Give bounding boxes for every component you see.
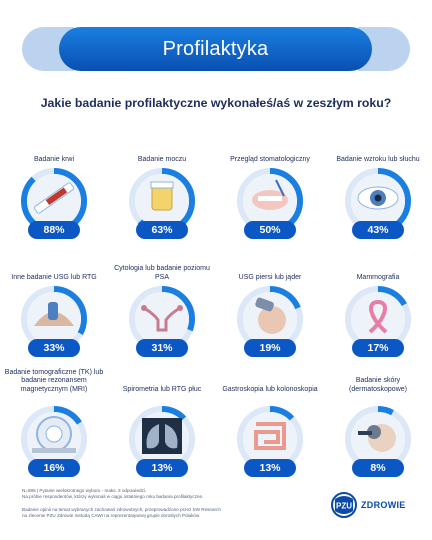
result-label: Inne badanie USG lub RTG	[0, 240, 108, 282]
result-label: Mammografia	[324, 240, 432, 282]
result-label: Spirometria lub RTG płuc	[108, 352, 216, 394]
percentage-badge: 16%	[28, 459, 80, 477]
result-card: Badanie tomograficzne (TK) lub badanie r…	[0, 360, 108, 480]
eye-exam-icon	[357, 186, 399, 210]
photo-background	[243, 412, 297, 466]
result-label: Badanie skóry (dermatoskopowe)	[324, 352, 432, 394]
blood-test-icon	[33, 182, 75, 214]
gauge-value-arc	[21, 286, 87, 352]
ct-scanner-icon	[32, 416, 76, 453]
photo-background	[351, 292, 405, 346]
footnote-line: Badanie opinii na temat wybranych zachow…	[22, 507, 221, 512]
breast-ultrasound-icon	[255, 297, 286, 334]
footnote-line: Na próbie respondentów, którzy wykonali …	[22, 494, 204, 500]
result-card: Cytologia lub badanie poziomu PSA 31%	[108, 240, 216, 360]
percentage-badge: 13%	[244, 459, 296, 477]
urine-sample-icon	[150, 181, 174, 211]
result-label: Badanie tomograficzne (TK) lub badanie r…	[0, 352, 108, 394]
lung-xray-icon	[142, 418, 182, 454]
logo-text: PZU	[336, 502, 352, 511]
percentage-badge: 88%	[28, 221, 80, 239]
pink-ribbon-icon	[368, 300, 388, 334]
result-card: Gastroskopia lub kolonoskopia 13%	[216, 360, 324, 480]
result-card: Badanie wzroku lub słuchu 43%	[324, 122, 432, 242]
percentage-badge: 17%	[352, 339, 404, 357]
footnote-method: Badanie opinii na temat wybranych zachow…	[22, 507, 282, 519]
percentage-badge: 8%	[352, 459, 404, 477]
photo-background	[135, 292, 189, 346]
footnote-line: N=695 | Pytanie wielokrotnego wyboru - m…	[22, 488, 147, 493]
banner-right-decoration	[358, 27, 410, 71]
result-card: Przegląd stomatologiczny 50%	[216, 122, 324, 242]
result-card: Inne badanie USG lub RTG 33%	[0, 240, 108, 360]
percentage-badge: 50%	[244, 221, 296, 239]
brand-name: ZDROWIE	[361, 500, 406, 510]
result-card: Badanie moczu 63%	[108, 122, 216, 242]
uterus-icon	[141, 305, 183, 332]
dental-checkup-icon	[252, 179, 288, 210]
result-label-text: Badanie wzroku lub słuchu	[336, 155, 420, 163]
percentage-badge: 31%	[136, 339, 188, 357]
result-label: Gastroskopia lub kolonoskopia	[216, 352, 324, 394]
result-label-text: Badanie krwi	[33, 155, 75, 163]
result-label: Badanie krwi	[0, 122, 108, 164]
percentage-badge: 13%	[136, 459, 188, 477]
footnote-line: na zlecenie PZU Zdrowie metodą CAWI na r…	[22, 513, 200, 519]
pzu-logo: PZU	[331, 492, 357, 518]
result-card: Spirometria lub RTG płuc 13%	[108, 360, 216, 480]
dermatoscope-icon	[358, 424, 396, 452]
percentage-badge: 63%	[136, 221, 188, 239]
result-label: Badanie moczu	[108, 122, 216, 164]
gauge-value-arc	[345, 168, 411, 234]
result-label-text: Cytologia lub badanie poziomu PSA	[114, 265, 210, 281]
gauge-value-arc	[237, 406, 303, 472]
footnote-sample: N=695 | Pytanie wielokrotnego wyboru - m…	[22, 488, 282, 500]
result-label-text: Mammografia	[356, 273, 400, 281]
gauge-chart	[21, 286, 87, 352]
result-label-text: Badanie tomograficzne (TK) lub badanie r…	[4, 368, 104, 393]
result-label-text: Badanie moczu	[137, 155, 187, 163]
gauge-value-arc	[237, 286, 303, 352]
result-label: USG piersi lub jąder	[216, 240, 324, 282]
gauge-chart	[345, 406, 411, 472]
gauge-chart	[237, 286, 303, 352]
result-card: Mammografia 17%	[324, 240, 432, 360]
gauge-value-arc	[21, 406, 87, 472]
gauge-value-arc	[129, 286, 195, 352]
gauge-value-arc	[345, 406, 411, 472]
gauge-value-arc	[345, 286, 411, 352]
result-label-text: Badanie skóry (dermatoskopowe)	[349, 377, 407, 393]
percentage-badge: 19%	[244, 339, 296, 357]
percentage-badge: 33%	[28, 339, 80, 357]
result-label-text: USG piersi lub jąder	[238, 273, 302, 281]
page-title: Profilaktyka	[59, 27, 372, 71]
result-label-text: Gastroskopia lub kolonoskopia	[222, 385, 318, 393]
result-label-text: Spirometria lub RTG płuc	[122, 385, 202, 393]
gauge-chart	[237, 406, 303, 472]
result-label: Cytologia lub badanie poziomu PSA	[108, 240, 216, 282]
survey-question: Jakie badanie profilaktyczne wykonałeś/a…	[40, 96, 392, 110]
result-label: Badanie wzroku lub słuchu	[324, 122, 432, 164]
result-card: Badanie krwi 88%	[0, 122, 108, 242]
gauge-value-arc	[129, 406, 195, 472]
result-label: Przegląd stomatologiczny	[216, 122, 324, 164]
result-label-text: Inne badanie USG lub RTG	[11, 273, 97, 281]
result-card: USG piersi lub jąder 19%	[216, 240, 324, 360]
result-card: Badanie skóry (dermatoskopowe) 8%	[324, 360, 432, 480]
result-label-text: Przegląd stomatologiczny	[230, 155, 310, 163]
ultrasound-icon	[34, 302, 74, 326]
percentage-badge: 43%	[352, 221, 404, 239]
intestines-icon	[254, 422, 286, 450]
